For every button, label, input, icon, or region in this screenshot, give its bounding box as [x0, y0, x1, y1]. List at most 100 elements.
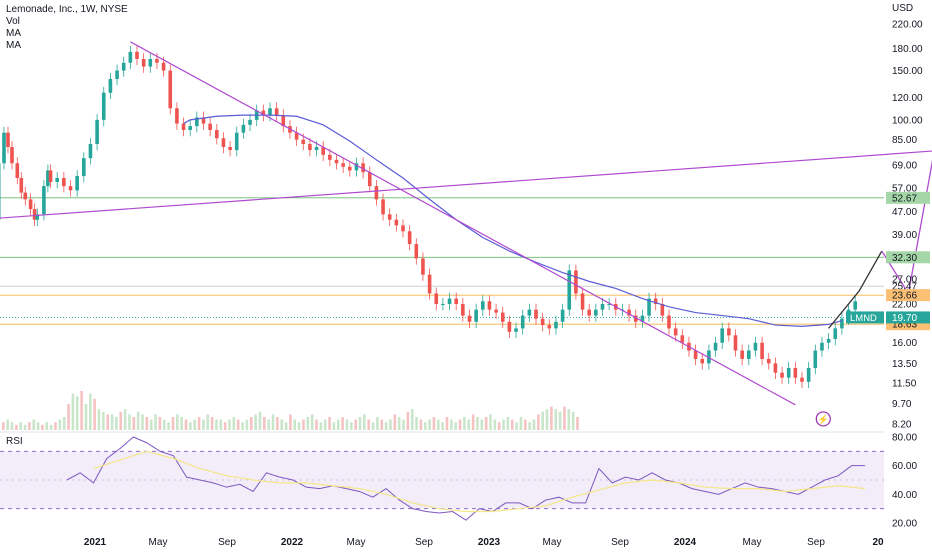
- volume-bar: [167, 422, 170, 430]
- candle: [215, 130, 219, 138]
- candle: [760, 343, 764, 359]
- rsi-tick-label: 20.00: [892, 519, 917, 530]
- volume-bar: [341, 417, 344, 430]
- volume-bar: [102, 412, 105, 430]
- volume-bar: [407, 412, 410, 430]
- volume-bar: [502, 420, 505, 430]
- volume-bar: [215, 420, 218, 430]
- volume-bar: [541, 412, 544, 430]
- candle: [149, 59, 153, 67]
- volume-bar: [311, 414, 314, 430]
- volume-bar: [363, 414, 366, 430]
- candle: [155, 59, 159, 63]
- volume-bar: [163, 420, 166, 430]
- price-label: 32.30: [892, 253, 917, 264]
- y-tick-label: 11.50: [892, 378, 917, 389]
- volume-bar: [554, 409, 557, 430]
- volume-bar: [433, 417, 436, 430]
- candle: [328, 155, 332, 160]
- volume-bar: [15, 425, 18, 430]
- volume-bar: [146, 417, 149, 430]
- candle: [29, 199, 33, 209]
- candle: [69, 186, 73, 190]
- candle: [727, 328, 731, 335]
- volume-bar: [19, 422, 22, 430]
- volume-bar: [41, 425, 44, 430]
- volume-bar: [511, 420, 514, 430]
- volume-bar: [241, 422, 244, 430]
- rsi-tick-label: 60.00: [892, 461, 917, 472]
- price-label: 23.66: [892, 291, 917, 302]
- volume-bar: [507, 417, 510, 430]
- volume-bar: [206, 414, 209, 430]
- candle: [10, 147, 14, 163]
- candle: [315, 147, 319, 150]
- candle: [381, 199, 385, 214]
- volume-bar: [533, 420, 536, 430]
- candle: [6, 133, 10, 147]
- volume-bar: [72, 394, 75, 430]
- volume-bar: [411, 409, 414, 430]
- indicator-vol-label[interactable]: Vol: [6, 16, 20, 28]
- candle: [208, 124, 212, 130]
- volume-bar: [98, 409, 101, 430]
- volume-bar: [350, 422, 353, 430]
- candle: [142, 59, 146, 67]
- candle: [55, 178, 59, 182]
- candle: [807, 368, 811, 382]
- volume-bar: [398, 417, 401, 430]
- volume-bar: [63, 417, 66, 430]
- rsi-tick-label: 80.00: [892, 433, 917, 444]
- candle: [501, 313, 505, 322]
- indicator-ma-label[interactable]: MA: [6, 28, 21, 40]
- candle: [135, 52, 139, 59]
- candle: [368, 172, 372, 186]
- volume-bar: [154, 414, 157, 430]
- candle: [341, 163, 345, 167]
- candle: [348, 167, 352, 171]
- candle: [800, 378, 804, 382]
- volume-bar: [250, 417, 253, 430]
- volume-bar: [467, 420, 470, 430]
- candle: [415, 244, 419, 258]
- candle: [375, 186, 379, 199]
- candle: [833, 328, 837, 339]
- volume-bar: [298, 422, 301, 430]
- candle: [82, 158, 86, 176]
- volume-bar: [459, 420, 462, 430]
- candle: [747, 351, 751, 359]
- x-tick-label: Sep: [807, 537, 825, 548]
- candle: [814, 351, 818, 368]
- candle: [567, 270, 571, 309]
- candle: [248, 120, 252, 125]
- volume-bar: [137, 412, 140, 430]
- candle: [75, 176, 79, 190]
- volume-bar: [537, 414, 540, 430]
- volume-bar: [93, 399, 96, 430]
- candle: [681, 335, 685, 342]
- x-tick-label: 2021: [84, 537, 107, 548]
- volume-bar: [385, 422, 388, 430]
- candle: [468, 316, 472, 322]
- volume-bar: [568, 409, 571, 430]
- candle: [840, 319, 844, 329]
- candle: [794, 368, 798, 378]
- volume-bar: [220, 420, 223, 430]
- candle: [694, 351, 698, 359]
- volume-bar: [389, 420, 392, 430]
- candle: [521, 316, 525, 329]
- candle: [740, 351, 744, 359]
- candle: [401, 225, 405, 231]
- indicator-ma2-label[interactable]: MA: [6, 40, 21, 52]
- chart-title[interactable]: Lemonade, Inc., 1W, NYSE: [6, 4, 128, 16]
- candle: [16, 163, 20, 178]
- volume-bar: [85, 404, 88, 430]
- candle: [175, 108, 179, 123]
- volume-bar: [424, 422, 427, 430]
- rsi-label[interactable]: RSI: [6, 436, 23, 447]
- candle: [581, 293, 585, 309]
- volume-bar: [76, 396, 79, 430]
- volume-bar: [224, 422, 227, 430]
